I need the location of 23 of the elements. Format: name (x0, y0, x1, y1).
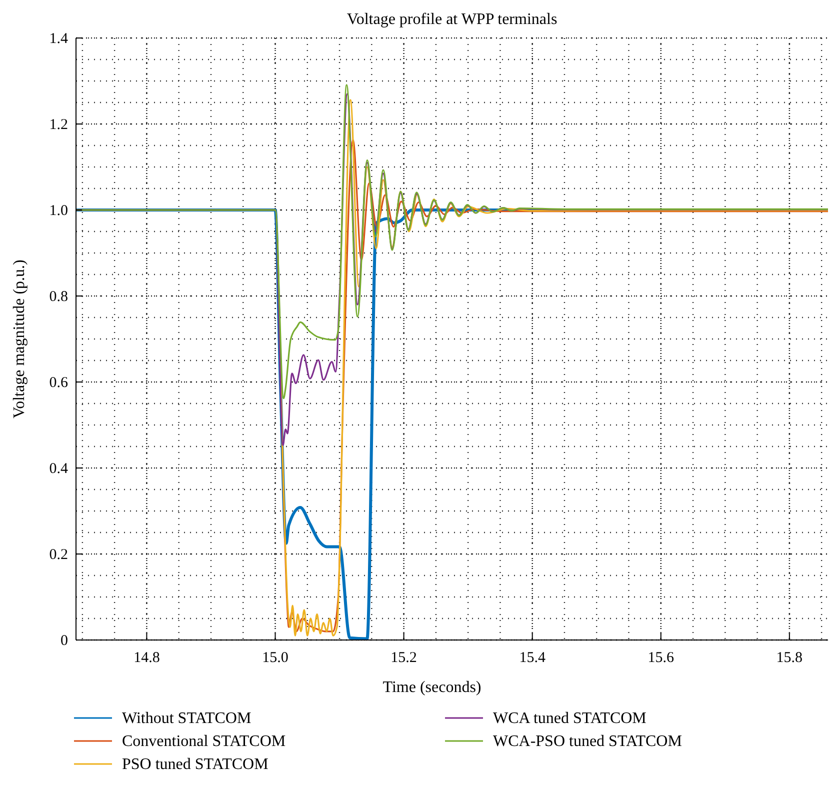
x-axis-title: Time (seconds) (382, 679, 482, 696)
line-series (75, 84, 829, 400)
y-tick-label: 0.8 (49, 289, 68, 305)
legend-label: WCA tuned STATCOM (493, 710, 646, 727)
y-tick-label: 0 (60, 633, 68, 649)
y-tick-label: 1.4 (49, 31, 68, 47)
x-tick-label: 15.4 (519, 650, 546, 666)
y-tick-label: 0.2 (49, 547, 68, 563)
chart-title: Voltage profile at WPP terminals (346, 11, 558, 28)
y-tick-label: 1.0 (49, 203, 68, 219)
x-tick-label: 15.8 (776, 650, 803, 666)
x-tick-label: 15.2 (390, 650, 417, 666)
y-tick-label: 0.4 (49, 461, 68, 477)
x-tick-label: 15.0 (262, 650, 288, 666)
x-tick-label: 14.8 (134, 650, 160, 666)
legend-label: WCA-PSO tuned STATCOM (493, 733, 682, 750)
y-tick-label: 1.2 (49, 117, 68, 133)
y-tick-label: 0.6 (49, 375, 68, 391)
y-axis-title: Voltage magnitude (p.u.) (11, 260, 28, 418)
legend-label: Conventional STATCOM (122, 733, 286, 750)
x-tick-label: 15.6 (648, 650, 675, 666)
legend-label: Without STATCOM (122, 710, 252, 727)
legend-label: PSO tuned STATCOM (122, 756, 268, 773)
